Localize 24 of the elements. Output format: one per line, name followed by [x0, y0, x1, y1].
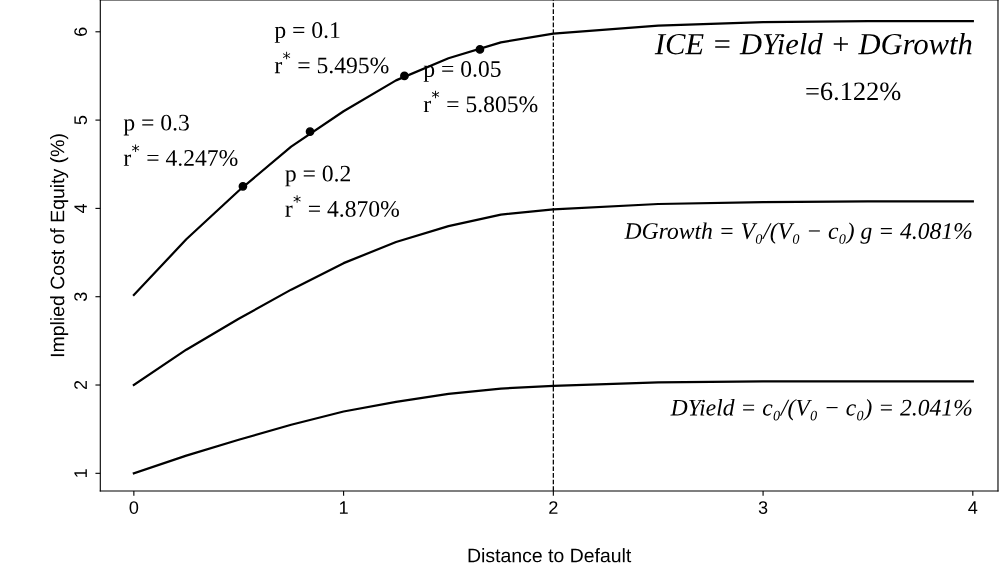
x-tick-label: 0 — [129, 501, 139, 514]
x-tick-label: 4 — [968, 501, 978, 514]
y-tick-label: 3 — [74, 292, 88, 302]
annotation: p = 0.1 r$^{*}$ = 5.495% — [274, 22, 389, 74]
y-tick-label: 1 — [74, 469, 87, 477]
x-tick-label: 1 — [339, 501, 348, 514]
annotation: p = 0.2 r$^{*}$ = 4.870% — [285, 165, 399, 217]
y-tick-label: 2 — [74, 380, 87, 390]
point — [238, 181, 248, 191]
y-axis-title: Implied Cost of Equity (%) — [50, 134, 69, 357]
point — [475, 45, 485, 54]
annotation: p = 0.3 r$^{*}$ = 4.247% — [123, 114, 238, 167]
point — [305, 127, 315, 136]
x-tick-label: 2 — [549, 501, 558, 514]
annotation: ICE = DYield + DGrowth — [654, 32, 972, 55]
annotation: =6.122% — [806, 82, 901, 101]
y-tick-label: 4 — [74, 203, 87, 214]
point — [400, 71, 409, 81]
annotation: DGrowth = V₀/(V₀ − c₀) g = 4.081% — [624, 222, 972, 244]
annotation: DYield = c₀/(V₀ − c₀) = 2.041% — [670, 399, 972, 421]
y-tick-label: 6 — [74, 27, 88, 36]
y-tick-label: 5 — [74, 115, 88, 125]
x-axis-title: Distance to Default — [468, 548, 632, 563]
x-tick-label: 3 — [758, 501, 768, 514]
